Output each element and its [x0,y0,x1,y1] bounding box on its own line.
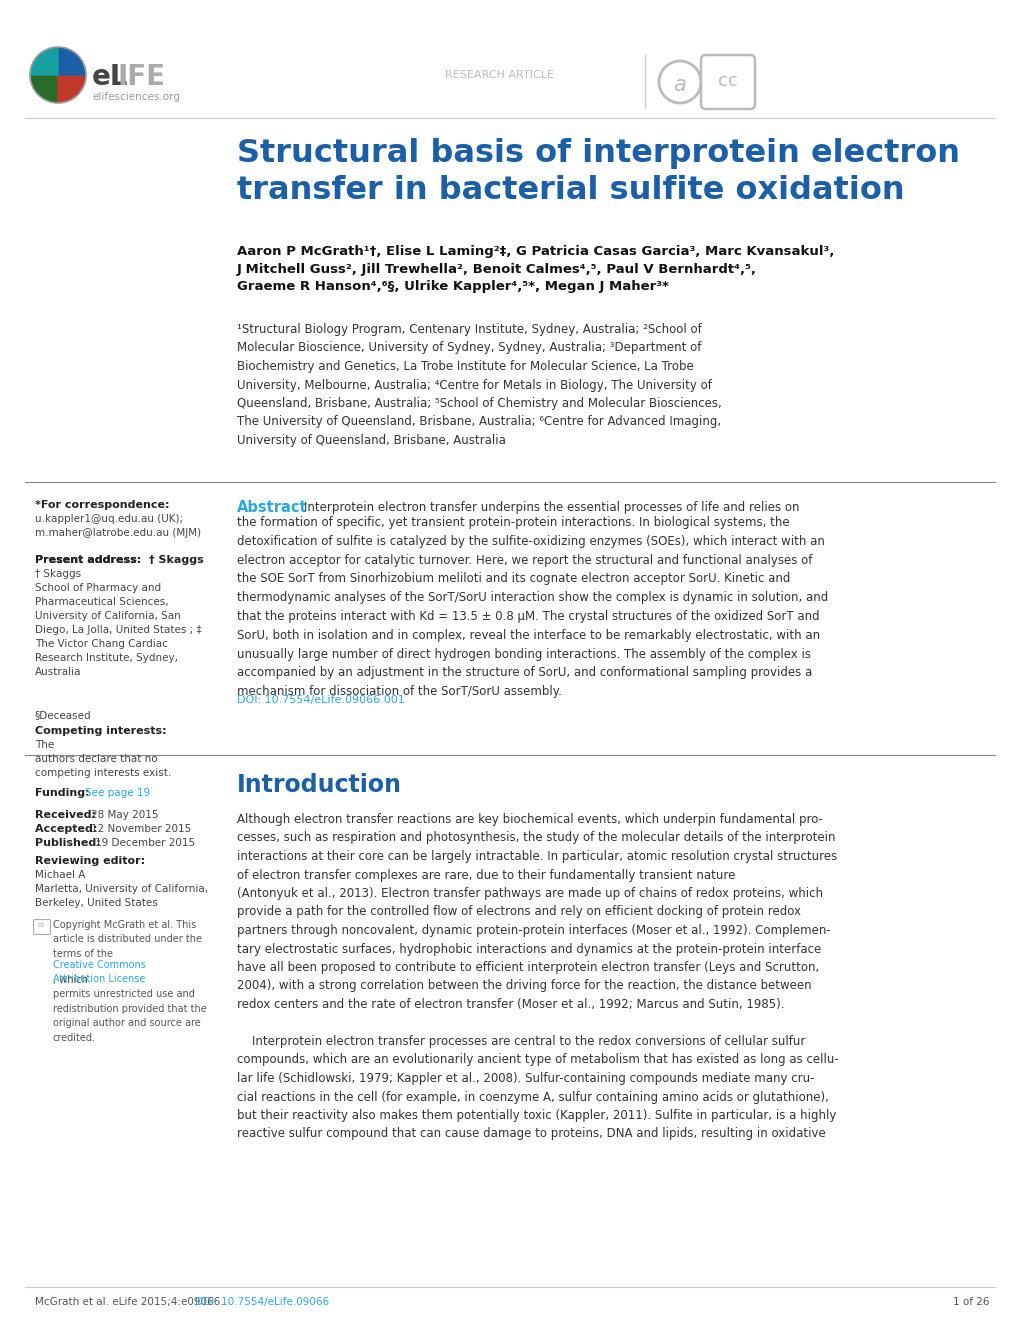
Text: *For correspondence:: *For correspondence: [35,500,169,510]
FancyBboxPatch shape [34,920,51,935]
Text: Accepted:: Accepted: [35,824,101,834]
Text: Funding:: Funding: [35,788,94,799]
Text: DOI: 10.7554/eLife.09066.001: DOI: 10.7554/eLife.09066.001 [236,696,405,705]
Text: RESEARCH ARTICLE: RESEARCH ARTICLE [445,70,554,81]
Text: 12 November 2015: 12 November 2015 [91,824,192,834]
Text: eL: eL [92,63,128,91]
Text: Aaron P McGrath¹†, Elise L Laming²‡, G Patricia Casas Garcia³, Marc Kvansakul³,
: Aaron P McGrath¹†, Elise L Laming²‡, G P… [236,246,834,293]
Text: 19 December 2015: 19 December 2015 [95,838,195,847]
Text: Michael A
Marletta, University of California,
Berkeley, United States: Michael A Marletta, University of Califo… [35,870,208,908]
Text: cc: cc [717,73,737,90]
Text: Abstract: Abstract [236,500,308,515]
Text: , which
permits unrestricted use and
redistribution provided that the
original a: , which permits unrestricted use and red… [53,975,207,1043]
Wedge shape [58,75,85,102]
Text: elifesciences.org: elifesciences.org [92,92,179,102]
Text: DOI: 10.7554/eLife.09066: DOI: 10.7554/eLife.09066 [195,1298,329,1307]
Text: See page 19: See page 19 [85,788,150,799]
Text: The
authors declare that no
competing interests exist.: The authors declare that no competing in… [35,741,171,777]
Text: u.kappler1@uq.edu.au (UK);
m.maher@latrobe.edu.au (MJM): u.kappler1@uq.edu.au (UK); m.maher@latro… [35,513,201,539]
Text: 28 May 2015: 28 May 2015 [91,810,158,820]
Text: Introduction: Introduction [236,774,401,797]
Text: Although electron transfer reactions are key biochemical events, which underpin : Although electron transfer reactions are… [236,813,838,1140]
Text: the formation of specific, yet transient protein-protein interactions. In biolog: the formation of specific, yet transient… [236,516,827,698]
Text: Structural basis of interprotein electron
transfer in bacterial sulfite oxidatio: Structural basis of interprotein electro… [236,139,959,206]
Text: cc: cc [38,921,46,928]
Text: Interprotein electron transfer underpins the essential processes of life and rel: Interprotein electron transfer underpins… [304,502,799,513]
Text: Reviewing editor:: Reviewing editor: [35,855,149,866]
Wedge shape [31,48,58,75]
Text: ¹Structural Biology Program, Centenary Institute, Sydney, Australia; ²School of
: ¹Structural Biology Program, Centenary I… [236,323,721,447]
Text: Received:: Received: [35,810,100,820]
Text: † Skaggs
School of Pharmacy and
Pharmaceutical Sciences,
University of Californi: † Skaggs School of Pharmacy and Pharmace… [35,569,202,677]
Text: Published:: Published: [35,838,105,847]
Text: Present address:: Present address: [35,554,141,565]
Text: McGrath et al. eLife 2015;4:e09066.: McGrath et al. eLife 2015;4:e09066. [35,1298,226,1307]
Wedge shape [31,75,58,102]
Text: Copyright McGrath et al. This
article is distributed under the
terms of the: Copyright McGrath et al. This article is… [53,920,202,958]
Text: Competing interests:: Competing interests: [35,726,170,737]
Text: a: a [673,75,686,95]
Text: IFE: IFE [118,63,166,91]
Text: Creative Commons
Attribution License: Creative Commons Attribution License [53,960,146,985]
Wedge shape [58,48,85,75]
Text: Present address:  † Skaggs: Present address: † Skaggs [35,554,204,565]
Text: §Deceased: §Deceased [35,710,92,719]
FancyBboxPatch shape [700,55,754,110]
Text: 1 of 26: 1 of 26 [953,1298,989,1307]
